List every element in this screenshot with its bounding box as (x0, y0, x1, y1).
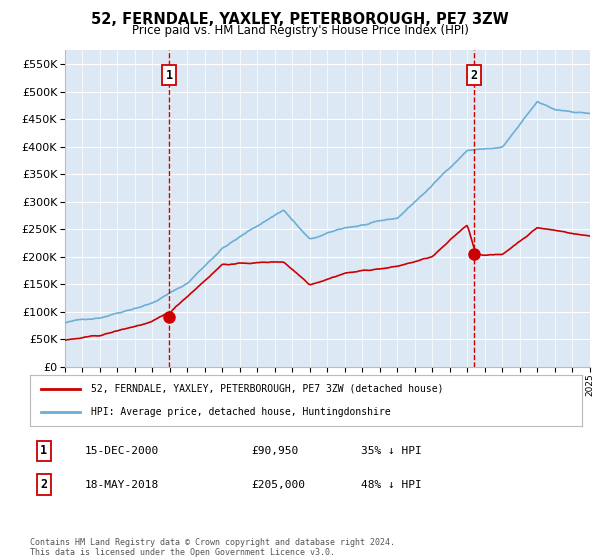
Text: 48% ↓ HPI: 48% ↓ HPI (361, 479, 422, 489)
Text: £90,950: £90,950 (251, 446, 298, 456)
Text: Price paid vs. HM Land Registry's House Price Index (HPI): Price paid vs. HM Land Registry's House … (131, 24, 469, 37)
Text: 15-DEC-2000: 15-DEC-2000 (85, 446, 160, 456)
Text: £205,000: £205,000 (251, 479, 305, 489)
Text: 52, FERNDALE, YAXLEY, PETERBOROUGH, PE7 3ZW (detached house): 52, FERNDALE, YAXLEY, PETERBOROUGH, PE7 … (91, 384, 443, 394)
Text: 2: 2 (470, 69, 478, 82)
Text: 35% ↓ HPI: 35% ↓ HPI (361, 446, 422, 456)
Text: 18-MAY-2018: 18-MAY-2018 (85, 479, 160, 489)
Text: 52, FERNDALE, YAXLEY, PETERBOROUGH, PE7 3ZW: 52, FERNDALE, YAXLEY, PETERBOROUGH, PE7 … (91, 12, 509, 27)
Text: 1: 1 (166, 69, 173, 82)
Text: 1: 1 (40, 444, 47, 458)
Text: HPI: Average price, detached house, Huntingdonshire: HPI: Average price, detached house, Hunt… (91, 407, 391, 417)
Text: Contains HM Land Registry data © Crown copyright and database right 2024.
This d: Contains HM Land Registry data © Crown c… (30, 538, 395, 557)
Text: 2: 2 (40, 478, 47, 491)
